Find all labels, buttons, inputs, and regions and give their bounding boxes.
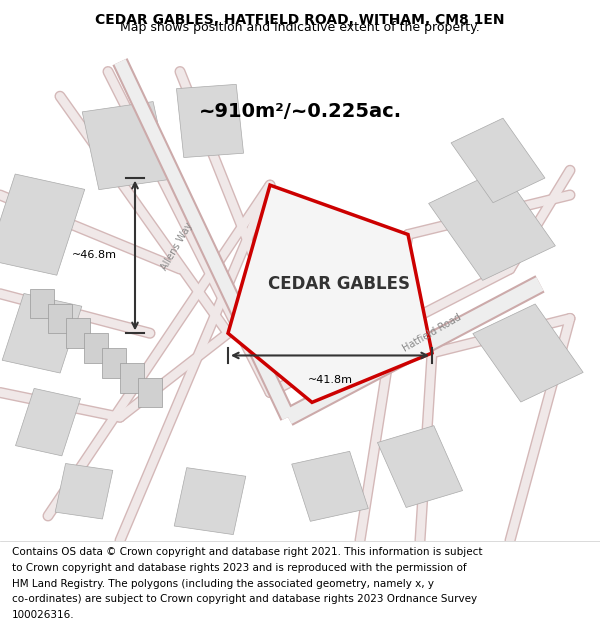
Text: ~910m²/~0.225ac.: ~910m²/~0.225ac. (199, 101, 401, 121)
FancyBboxPatch shape (451, 118, 545, 202)
FancyBboxPatch shape (174, 468, 246, 534)
FancyBboxPatch shape (473, 304, 583, 402)
FancyBboxPatch shape (176, 84, 244, 158)
Bar (30, 289, 54, 318)
Bar (120, 363, 144, 392)
Bar (84, 333, 108, 363)
Text: co-ordinates) are subject to Crown copyright and database rights 2023 Ordnance S: co-ordinates) are subject to Crown copyr… (12, 594, 477, 604)
Text: to Crown copyright and database rights 2023 and is reproduced with the permissio: to Crown copyright and database rights 2… (12, 563, 467, 573)
Text: Allens Way: Allens Way (160, 221, 194, 272)
FancyBboxPatch shape (292, 451, 368, 521)
FancyBboxPatch shape (82, 102, 170, 189)
Bar (66, 318, 90, 348)
Text: CEDAR GABLES: CEDAR GABLES (268, 275, 410, 293)
Text: Map shows position and indicative extent of the property.: Map shows position and indicative extent… (120, 21, 480, 34)
Text: ~41.8m: ~41.8m (308, 375, 353, 385)
Text: Hatfield Road: Hatfield Road (401, 312, 463, 354)
FancyBboxPatch shape (55, 464, 113, 519)
Text: Contains OS data © Crown copyright and database right 2021. This information is : Contains OS data © Crown copyright and d… (12, 548, 482, 558)
Text: CEDAR GABLES, HATFIELD ROAD, WITHAM, CM8 1EN: CEDAR GABLES, HATFIELD ROAD, WITHAM, CM8… (95, 13, 505, 27)
FancyBboxPatch shape (428, 169, 556, 281)
FancyBboxPatch shape (2, 294, 82, 373)
FancyBboxPatch shape (377, 426, 463, 508)
Text: HM Land Registry. The polygons (including the associated geometry, namely x, y: HM Land Registry. The polygons (includin… (12, 579, 434, 589)
Bar (48, 304, 72, 333)
Bar (102, 348, 126, 378)
FancyBboxPatch shape (0, 174, 85, 275)
Polygon shape (228, 185, 432, 402)
FancyBboxPatch shape (16, 388, 80, 456)
Bar (138, 378, 162, 408)
Text: 100026316.: 100026316. (12, 610, 74, 620)
Text: ~46.8m: ~46.8m (72, 251, 117, 261)
